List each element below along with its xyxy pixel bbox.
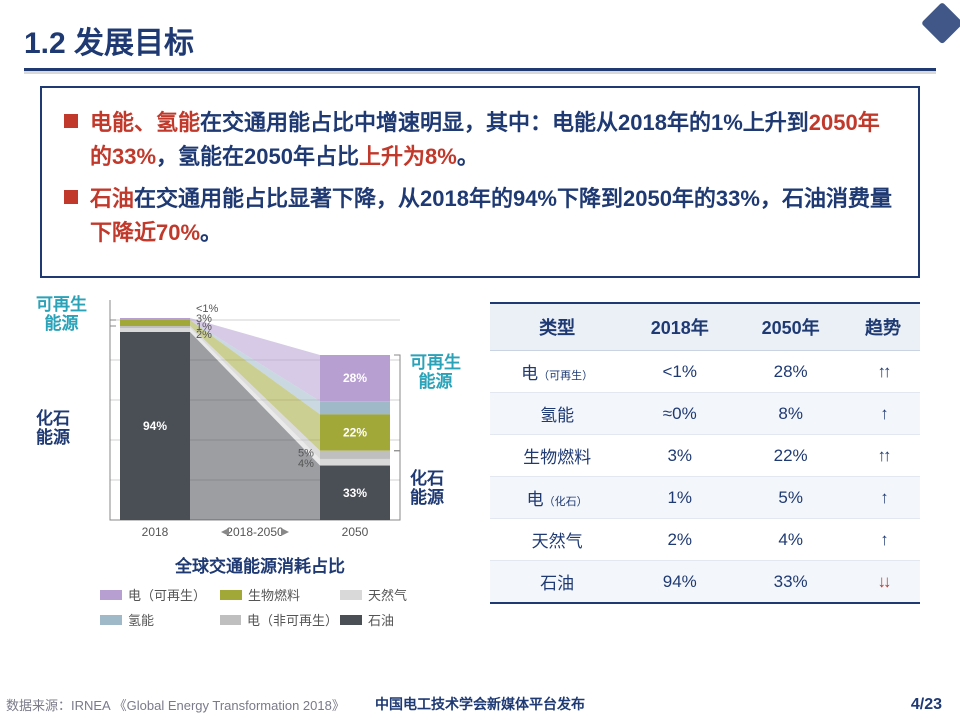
summary-box: 电能、氢能在交通用能占比中增速明显，其中：电能从2018年的1%上升到2050年… xyxy=(40,86,920,278)
svg-text:28%: 28% xyxy=(343,371,367,385)
table-row: 电（可再生）<1%28%↑↑ xyxy=(490,351,920,393)
legend-item: 氢能 xyxy=(100,610,214,629)
table-row: 石油94%33%↓↓ xyxy=(490,561,920,604)
footer-page: 4/23 xyxy=(911,696,942,714)
table-row: 电（化石）1%5%↑ xyxy=(490,477,920,519)
table-row: 天然气2%4%↑ xyxy=(490,519,920,561)
svg-text:4%: 4% xyxy=(298,458,314,470)
svg-text:2050: 2050 xyxy=(342,525,369,539)
svg-text:2018: 2018 xyxy=(142,525,169,539)
svg-text:94%: 94% xyxy=(143,419,167,433)
footer-publisher: 中国电工技术学会新媒体平台发布 xyxy=(375,694,585,714)
svg-text:2%: 2% xyxy=(196,329,212,341)
table-header: 趋势 xyxy=(846,303,920,351)
bullet-2: 石油在交通用能占比显著下降，从2018年的94%下降到2050年的33%，石油消… xyxy=(64,182,896,250)
table-header: 2018年 xyxy=(624,303,735,351)
table-header: 2050年 xyxy=(735,303,846,351)
title-band: 1.2 发展目标 xyxy=(24,18,936,74)
table-row: 氢能≈0%8%↑ xyxy=(490,393,920,435)
chart-legend: 电（可再生） 生物燃料天然气氢能电（非可再生） 石油 xyxy=(40,585,480,629)
table-row: 生物燃料3%22%↑↑ xyxy=(490,435,920,477)
stacked-svg: 94%<1%3%1%2%28%22%33%5%4%20182018-205020… xyxy=(40,290,480,550)
stacked-area-chart: 可再生能源 化石能源 可再生能源 化石能源 94%<1%3%1%2%28%22%… xyxy=(40,290,480,629)
legend-item: 电（非可再生） xyxy=(220,610,334,629)
legend-item: 石油 xyxy=(340,610,454,629)
legend-item: 生物燃料 xyxy=(220,585,334,604)
footer-source: 数据来源：IRNEA 《Global Energy Transformation… xyxy=(6,695,345,714)
svg-text:2018-2050: 2018-2050 xyxy=(226,525,284,539)
bullet-1: 电能、氢能在交通用能占比中增速明显，其中：电能从2018年的1%上升到2050年… xyxy=(64,106,896,174)
svg-text:33%: 33% xyxy=(343,486,367,500)
svg-text:22%: 22% xyxy=(343,426,367,440)
energy-table: 类型2018年2050年趋势 电（可再生）<1%28%↑↑氢能≈0%8%↑生物燃… xyxy=(490,302,920,604)
legend-item: 电（可再生） xyxy=(100,585,214,604)
legend-item: 天然气 xyxy=(340,585,454,604)
table-header: 类型 xyxy=(490,303,624,351)
page-title: 1.2 发展目标 xyxy=(24,18,936,62)
chart-subtitle: 全球交通能源消耗占比 xyxy=(40,552,480,577)
